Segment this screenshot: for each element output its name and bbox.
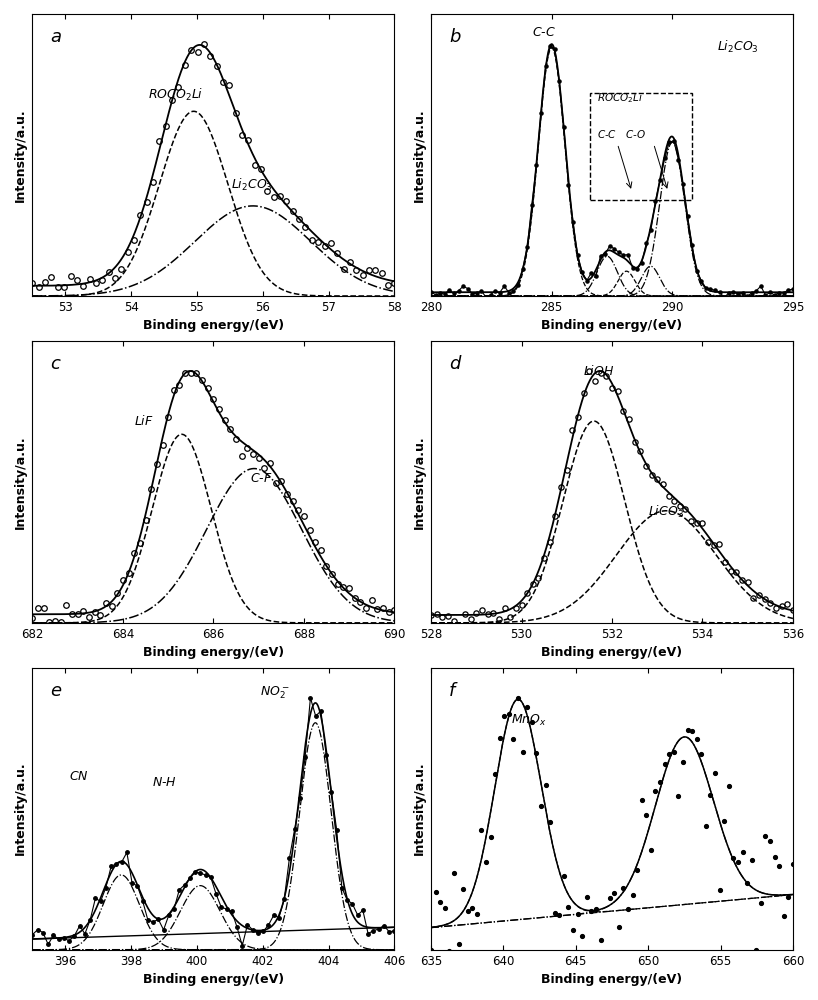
Text: $Li_2CO_3$: $Li_2CO_3$ xyxy=(231,177,273,193)
Text: $C$-$F$: $C$-$F$ xyxy=(249,472,272,485)
X-axis label: Binding energy/(eV): Binding energy/(eV) xyxy=(542,646,682,659)
Y-axis label: Intensity/a.u.: Intensity/a.u. xyxy=(14,762,27,855)
Y-axis label: Intensity/a.u.: Intensity/a.u. xyxy=(412,435,425,529)
Text: $CN$: $CN$ xyxy=(69,770,88,783)
X-axis label: Binding energy/(eV): Binding energy/(eV) xyxy=(143,646,284,659)
X-axis label: Binding energy/(eV): Binding energy/(eV) xyxy=(542,319,682,332)
Text: e: e xyxy=(51,682,61,700)
Text: $ROCO_2Li$: $ROCO_2Li$ xyxy=(597,91,644,105)
Text: $NO_2^-$: $NO_2^-$ xyxy=(260,685,290,701)
Y-axis label: Intensity/a.u.: Intensity/a.u. xyxy=(412,762,425,855)
Text: a: a xyxy=(51,28,61,46)
Text: $C$-$C$: $C$-$C$ xyxy=(533,26,556,39)
Y-axis label: Intensity/a.u.: Intensity/a.u. xyxy=(14,108,27,202)
Text: $Li_2CO_3$: $Li_2CO_3$ xyxy=(717,39,759,55)
Text: d: d xyxy=(449,355,461,373)
X-axis label: Binding energy/(eV): Binding energy/(eV) xyxy=(143,319,284,332)
X-axis label: Binding energy/(eV): Binding energy/(eV) xyxy=(542,973,682,986)
Text: $LiF$: $LiF$ xyxy=(134,414,154,428)
Text: b: b xyxy=(449,28,461,46)
Text: f: f xyxy=(449,682,456,700)
Y-axis label: Intensity/a.u.: Intensity/a.u. xyxy=(412,108,425,202)
Text: c: c xyxy=(51,355,61,373)
Y-axis label: Intensity/a.u.: Intensity/a.u. xyxy=(14,435,27,529)
Text: $MnO_x$: $MnO_x$ xyxy=(510,713,546,728)
Text: $LiOH$: $LiOH$ xyxy=(583,364,614,378)
Text: $N$-$H$: $N$-$H$ xyxy=(152,776,177,789)
Text: $ROCO_2Li$: $ROCO_2Li$ xyxy=(148,87,204,103)
Text: $C$-$C$   $C$-$O$: $C$-$C$ $C$-$O$ xyxy=(597,128,646,140)
Text: $LiCO_3$: $LiCO_3$ xyxy=(648,504,684,520)
X-axis label: Binding energy/(eV): Binding energy/(eV) xyxy=(143,973,284,986)
